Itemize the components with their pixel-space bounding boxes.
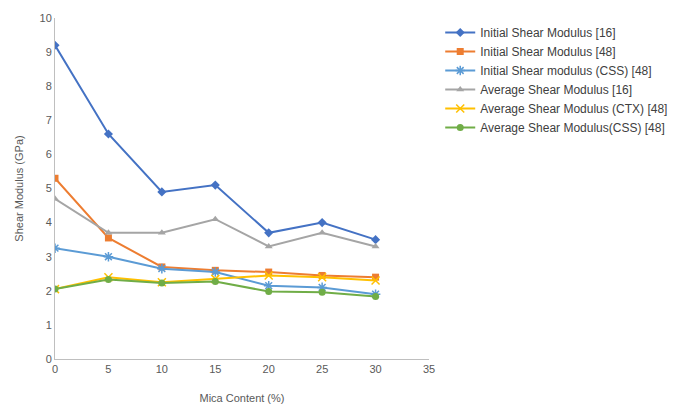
svg-text:Average Shear Modulus [16]: Average Shear Modulus [16] [480, 83, 632, 97]
svg-text:4: 4 [46, 216, 52, 228]
svg-text:35: 35 [423, 363, 435, 375]
svg-text:Mica Content (%): Mica Content (%) [200, 392, 285, 404]
svg-text:25: 25 [316, 363, 328, 375]
svg-text:15: 15 [209, 363, 221, 375]
svg-text:6: 6 [46, 148, 52, 160]
svg-text:3: 3 [46, 251, 52, 263]
svg-text:Average Shear Modulus(CSS) [48: Average Shear Modulus(CSS) [48] [480, 121, 665, 135]
svg-text:7: 7 [46, 114, 52, 126]
svg-text:10: 10 [156, 363, 168, 375]
svg-text:Initial Shear modulus (CSS) [4: Initial Shear modulus (CSS) [48] [480, 64, 651, 78]
svg-text:30: 30 [369, 363, 381, 375]
svg-text:5: 5 [46, 182, 52, 194]
svg-text:8: 8 [46, 80, 52, 92]
svg-text:5: 5 [105, 363, 111, 375]
svg-text:Initial Shear Modulus [16]: Initial Shear Modulus [16] [480, 26, 615, 40]
svg-text:Initial Shear Modulus [48]: Initial Shear Modulus [48] [480, 45, 615, 59]
svg-text:2: 2 [46, 285, 52, 297]
svg-text:Shear Modulus (GPa): Shear Modulus (GPa) [13, 135, 25, 241]
svg-text:Average Shear Modulus (CTX) [4: Average Shear Modulus (CTX) [48] [480, 102, 667, 116]
svg-text:0: 0 [46, 353, 52, 365]
svg-text:0: 0 [52, 363, 58, 375]
svg-text:1: 1 [46, 319, 52, 331]
svg-text:20: 20 [263, 363, 275, 375]
svg-text:9: 9 [46, 46, 52, 58]
svg-text:10: 10 [40, 12, 52, 24]
